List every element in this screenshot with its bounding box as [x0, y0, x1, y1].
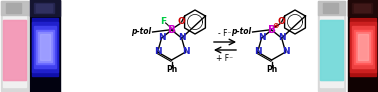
Text: N: N — [278, 33, 285, 43]
Text: N: N — [282, 47, 290, 56]
Bar — [348, 0, 378, 16]
Bar — [352, 26, 374, 68]
Text: - F⁻: - F⁻ — [218, 29, 232, 38]
Text: N: N — [254, 47, 262, 56]
Text: Ph: Ph — [166, 66, 177, 75]
Bar — [3, 20, 26, 80]
Bar — [40, 34, 50, 60]
Bar — [6, 3, 21, 13]
Bar — [318, 1, 345, 91]
Bar — [320, 20, 343, 80]
Bar — [3, 20, 26, 80]
Text: Ph: Ph — [266, 66, 277, 75]
Text: N: N — [182, 47, 189, 56]
Bar — [352, 3, 372, 13]
Text: + F⁻: + F⁻ — [217, 54, 234, 63]
Bar — [1, 1, 28, 91]
Text: p-tol: p-tol — [132, 28, 152, 37]
Text: N: N — [178, 33, 186, 43]
Text: N: N — [158, 33, 166, 43]
Bar — [354, 30, 372, 64]
Text: N: N — [154, 47, 161, 56]
Bar — [34, 3, 54, 13]
Bar — [30, 0, 60, 92]
Bar — [3, 3, 26, 87]
Bar — [320, 20, 343, 80]
Bar — [350, 22, 376, 72]
Text: ⊕: ⊕ — [273, 21, 279, 30]
Text: N: N — [258, 33, 265, 43]
Text: O: O — [178, 17, 186, 26]
Bar — [350, 18, 376, 76]
Bar — [354, 4, 370, 12]
Bar — [323, 3, 338, 13]
Bar — [358, 34, 368, 60]
Bar — [38, 32, 52, 62]
Bar — [30, 0, 60, 16]
Bar — [348, 0, 378, 92]
Bar — [318, 1, 345, 15]
Text: B: B — [268, 25, 276, 35]
Bar — [34, 26, 56, 68]
Bar — [36, 4, 52, 12]
Bar — [320, 3, 343, 87]
Text: p-tol: p-tol — [231, 28, 252, 37]
Text: O: O — [278, 17, 285, 26]
Bar — [32, 18, 58, 76]
Text: F: F — [161, 17, 167, 26]
Text: B: B — [167, 25, 176, 35]
Bar — [32, 22, 58, 72]
Bar — [356, 32, 370, 62]
Bar — [1, 1, 28, 15]
Bar — [36, 30, 54, 64]
